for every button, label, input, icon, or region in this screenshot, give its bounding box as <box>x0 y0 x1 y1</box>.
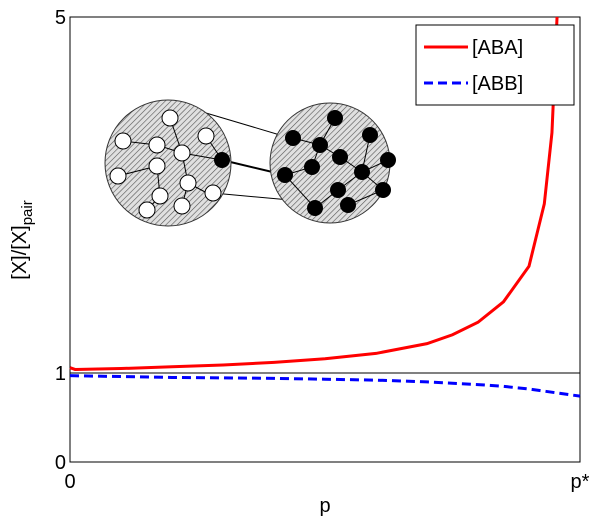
series-line <box>69 374 581 398</box>
inset-diagram <box>104 99 396 227</box>
y-axis-label-subscript: pair <box>19 200 36 225</box>
y-tick-label: 0 <box>55 452 66 474</box>
y-tick-label: 1 <box>55 363 66 385</box>
x-tick-label: 0 <box>64 471 75 493</box>
x-tick-label: p* <box>571 471 590 493</box>
series-line <box>69 16 559 371</box>
y-axis-label: [X]/[X]pair <box>9 200 36 279</box>
y-tick-label: 5 <box>55 7 66 29</box>
y-axis-label-main: [X]/[X] <box>9 225 31 279</box>
legend-label: [ABB] <box>472 73 523 95</box>
legend-label: [ABA] <box>472 37 523 59</box>
plot-frame <box>69 16 581 463</box>
legend-box <box>415 24 575 106</box>
x-axis-label: p <box>319 495 330 517</box>
